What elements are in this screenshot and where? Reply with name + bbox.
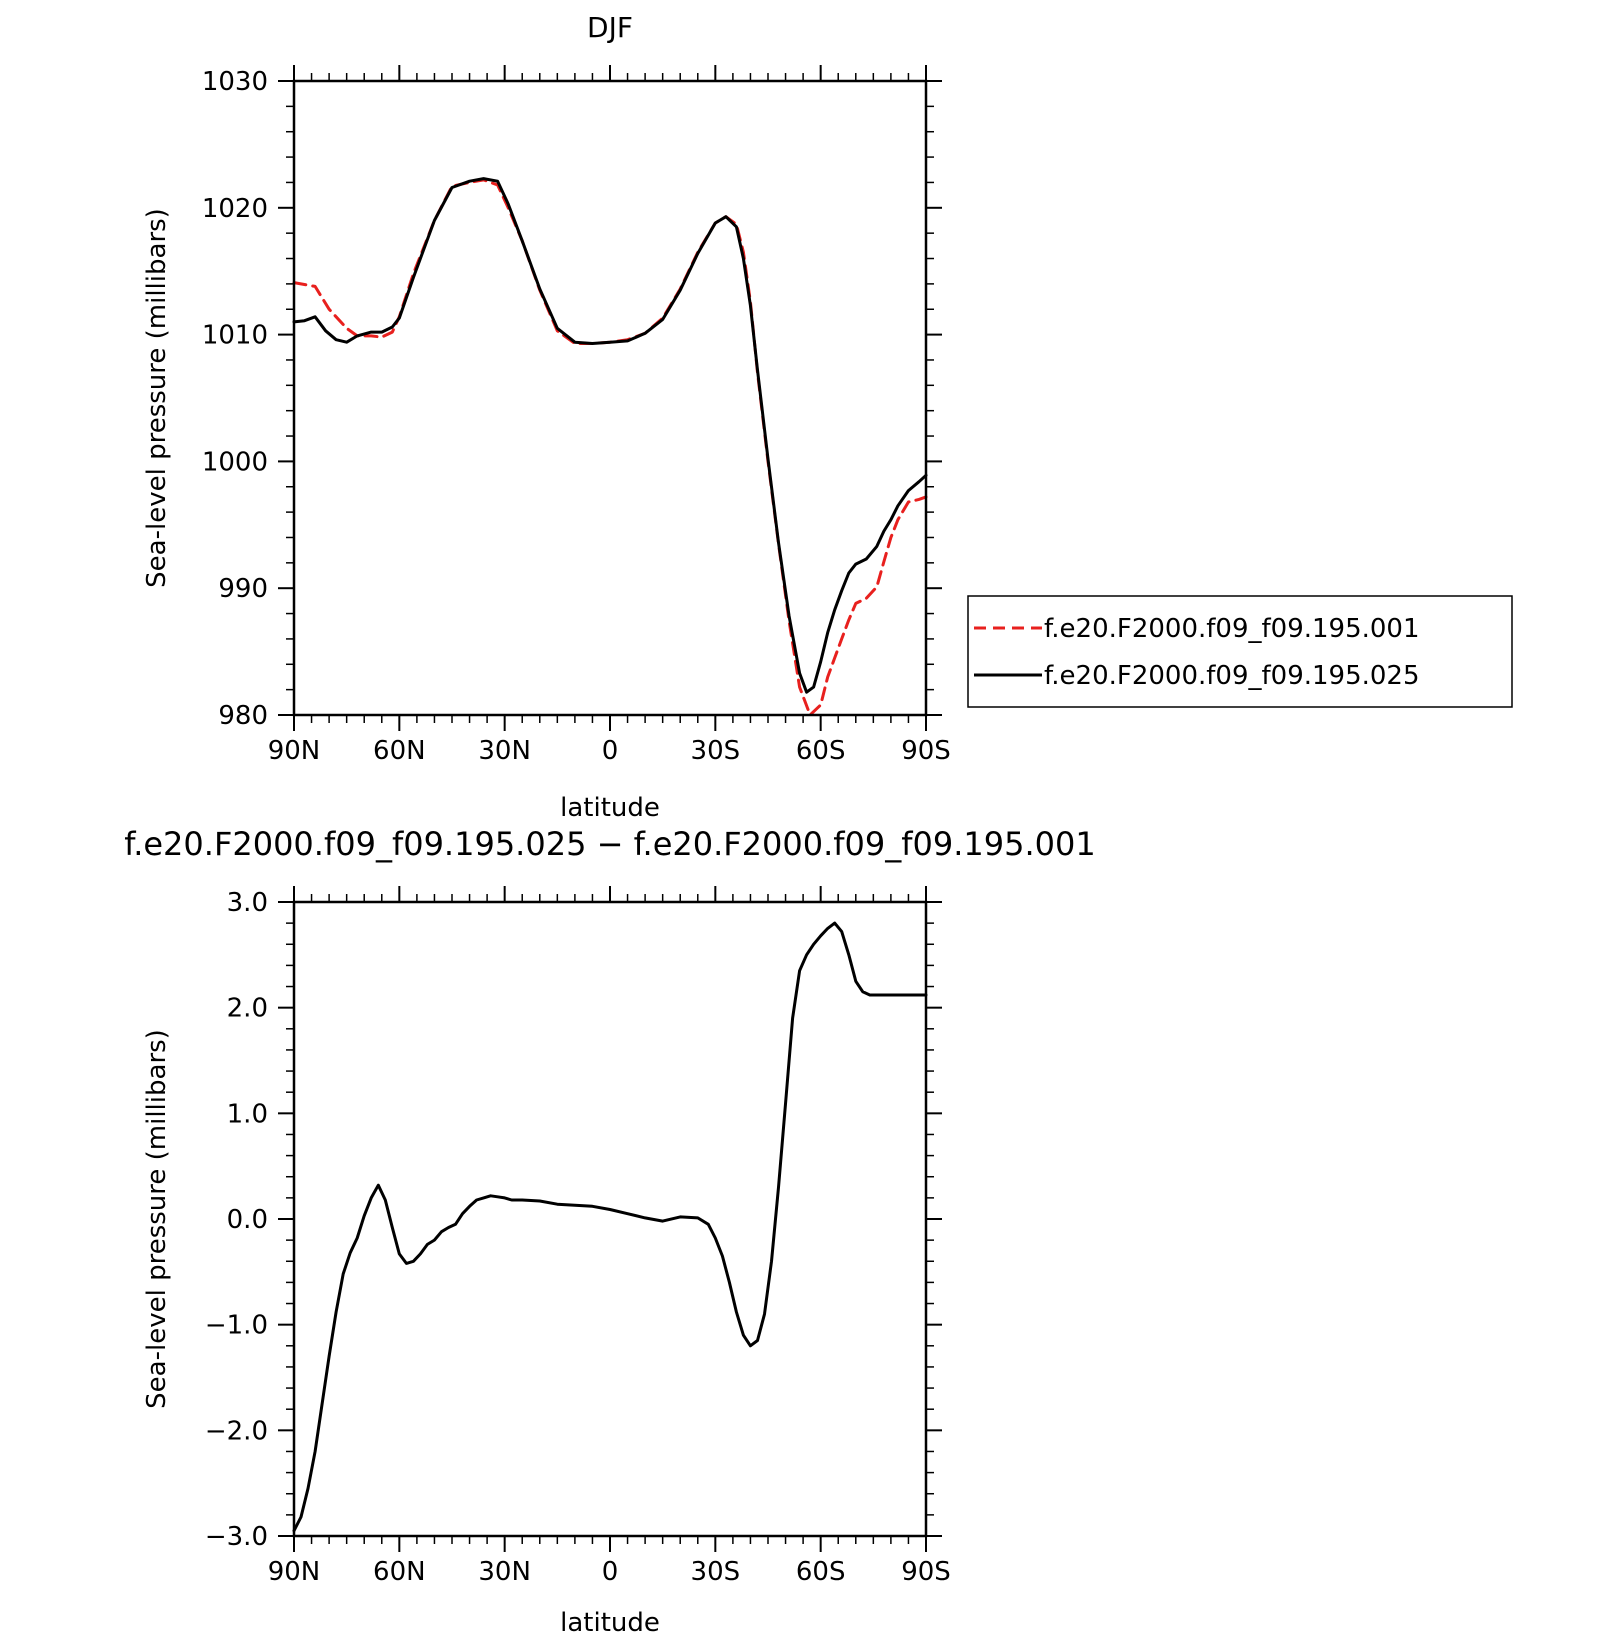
legend: f.e20.F2000.f09_f09.195.001 f.e20.F2000.…: [967, 595, 1513, 708]
top-x-tick-label: 60S: [796, 736, 846, 766]
legend-label-series-2: f.e20.F2000.f09_f09.195.025: [1044, 661, 1420, 691]
bottom-x-tick-label: 60S: [796, 1557, 846, 1587]
top-y-tick-label: 1020: [202, 194, 268, 224]
bottom-y-tick-label: 0.0: [227, 1205, 268, 1235]
bottom-chart-title: f.e20.F2000.f09_f09.195.025 − f.e20.F200…: [124, 825, 1096, 863]
top-x-axis-label: latitude: [560, 793, 660, 823]
top-x-tick-label: 0: [602, 736, 619, 766]
bottom-x-tick-label: 90S: [901, 1557, 951, 1587]
top-x-tick-label: 30S: [691, 736, 741, 766]
bottom-y-axis-label: Sea-level pressure (millibars): [142, 1029, 172, 1409]
bottom-y-tick-label: 2.0: [227, 994, 268, 1024]
bottom-x-axis-label: latitude: [560, 1608, 660, 1635]
top-panel: DJF 90N 60N 30N 0 30S 60S 90S 980 990 1000 1010 102…: [142, 11, 951, 823]
bottom-series-line-1: [292, 921, 928, 1533]
top-y-axis-label: Sea-level pressure (millibars): [142, 208, 172, 588]
bottom-y-tick-label: −2.0: [205, 1416, 268, 1446]
top-x-tick-label: 90N: [268, 736, 321, 766]
legend-label-series-1: f.e20.F2000.f09_f09.195.001: [1044, 614, 1420, 644]
top-x-tick-label: 30N: [478, 736, 531, 766]
bottom-y-tick-label: −1.0: [205, 1311, 268, 1341]
top-series-line-1: [292, 178, 928, 717]
bottom-x-tick-label: 60N: [373, 1557, 426, 1587]
top-y-tick-label: 980: [218, 701, 268, 731]
bottom-x-tick-label: 30S: [691, 1557, 741, 1587]
top-y-tick-label: 1030: [202, 67, 268, 97]
bottom-y-tick-label: −3.0: [205, 1522, 268, 1552]
bottom-x-tick-label: 0: [602, 1557, 619, 1587]
top-chart-title: DJF: [587, 11, 633, 44]
top-series-line-2: [292, 177, 928, 694]
bottom-y-tick-label: 1.0: [227, 1099, 268, 1129]
legend-box: [967, 595, 1513, 708]
top-y-tick-label: 990: [218, 574, 268, 604]
top-x-tick-label: 90S: [901, 736, 951, 766]
bottom-x-tick-label: 90N: [268, 1557, 321, 1587]
bottom-x-tick-label: 30N: [478, 1557, 531, 1587]
bottom-y-tick-label: 3.0: [227, 888, 268, 918]
top-x-tick-label: 60N: [373, 736, 426, 766]
bottom-panel: f.e20.F2000.f09_f09.195.025 − f.e20.F200…: [124, 825, 1096, 1635]
top-y-tick-label: 1010: [202, 321, 268, 351]
top-y-tick-label: 1000: [202, 447, 268, 477]
